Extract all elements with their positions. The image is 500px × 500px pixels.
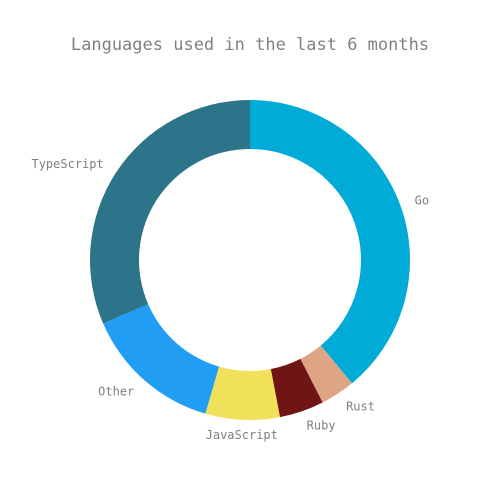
slice-label-rust: Rust [346, 399, 375, 413]
slice-label-javascript: JavaScript [206, 428, 278, 442]
slices-group [89, 100, 410, 420]
slice-label-go: Go [415, 194, 429, 208]
chart-title: Languages used in the last 6 months [71, 35, 429, 55]
slice-label-other: Other [98, 384, 134, 398]
slice-rust [300, 345, 352, 403]
slice-javascript [205, 366, 280, 420]
labels-group: Go Rust Ruby JavaScript Other TypeScript [31, 157, 429, 442]
slice-go [250, 100, 410, 384]
slice-label-typescript: TypeScript [31, 157, 103, 171]
slice-ruby [270, 358, 323, 418]
slice-label-ruby: Ruby [307, 419, 336, 433]
slice-other [103, 304, 220, 414]
slice-typescript [89, 100, 250, 324]
